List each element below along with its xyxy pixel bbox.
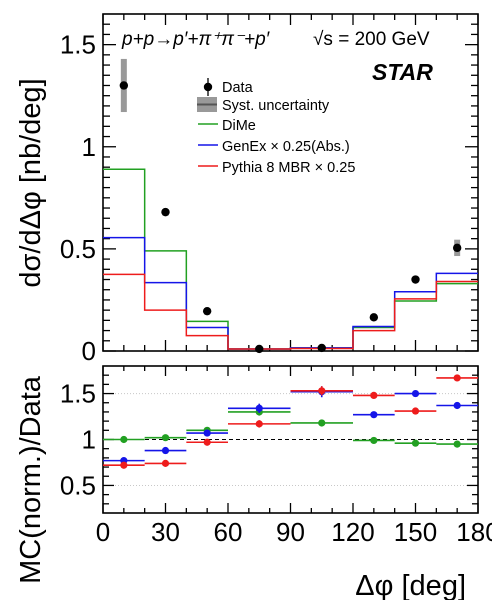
ratio-point-dime-marker: [318, 419, 326, 427]
x-tick-label: 60: [214, 517, 243, 547]
top-y-tick-label: 0.5: [60, 234, 96, 264]
data-point: [411, 275, 420, 284]
ratio-point-dime-marker: [411, 439, 420, 447]
ratio-point-genex: [228, 403, 291, 413]
ratio-y-tick-label: 1: [82, 425, 96, 455]
data-point: [452, 243, 462, 253]
ratio-point-pythia-marker: [411, 407, 420, 415]
histogram-genex: [103, 236, 478, 350]
ratio-point-genex-marker: [370, 411, 378, 419]
ratio-point-genex: [186, 429, 228, 437]
top-y-tick-label: 0: [82, 336, 96, 366]
ratio-panel: 0.511.5 0306090120150180 MC(norm.)/Data …: [15, 365, 492, 600]
ratio-point-dime: [290, 419, 353, 427]
ratio-y-tick-label: 1.5: [60, 379, 96, 409]
ratio-grid-lines: [103, 393, 478, 486]
x-tick-label: 180: [456, 517, 492, 547]
ratio-point-dime-marker: [161, 434, 170, 442]
x-tick-label: 120: [331, 517, 374, 547]
ratio-point-dime-marker: [120, 435, 128, 444]
energy-label: √s = 200 GeV: [313, 29, 430, 50]
top-panel: 00.511.5 dσ/dΔφ [nb/deg] p+p→p′+π⁺π⁻+p′ …: [15, 13, 479, 366]
top-histograms: [103, 168, 478, 350]
x-tick-label: 30: [151, 517, 180, 547]
x-tick-label: 0: [96, 517, 110, 547]
data-point: [119, 81, 129, 90]
ratio-point-dime-marker: [453, 440, 461, 448]
ratio-point-dime: [103, 435, 145, 444]
legend-label-data: Data: [222, 80, 254, 96]
ratio-point-pythia: [290, 386, 353, 396]
ratio-point-pythia: [186, 438, 228, 446]
data-point: [369, 313, 379, 322]
x-axis-title: Δφ [deg]: [355, 570, 466, 600]
ratio-point-genex: [394, 389, 437, 398]
ratio-point-pythia-marker: [255, 420, 263, 428]
ratio-point-dime: [144, 434, 187, 442]
ratio-point-pythia-marker: [318, 387, 326, 395]
ratio-point-genex: [353, 411, 395, 419]
legend-entry-pythia: Pythia 8 MBR × 0.25: [198, 160, 355, 176]
ratio-points: [103, 374, 478, 469]
legend-entry-syst: Syst. uncertainty: [197, 97, 330, 114]
data-point: [317, 343, 326, 353]
legend-label-dime: DiMe: [222, 118, 256, 134]
ratio-point-genex-marker: [255, 404, 263, 412]
ratio-point-genex-marker: [411, 389, 420, 398]
top-y-axis-title: dσ/dΔφ [nb/deg]: [15, 78, 47, 287]
ratio-point-genex: [436, 401, 478, 410]
ratio-point-dime: [394, 439, 437, 447]
x-tick-label: 90: [276, 517, 305, 547]
legend-entry-data: Data: [203, 78, 254, 96]
ratio-point-pythia: [103, 461, 145, 469]
ratio-tick-marks: [102, 366, 479, 513]
ratio-point-dime-marker: [370, 436, 378, 445]
legend-label-genex: GenEx × 0.25(Abs.): [222, 139, 350, 155]
ratio-point-pythia: [394, 407, 437, 415]
ratio-point-pythia-marker: [453, 374, 461, 382]
ratio-point-genex: [144, 446, 187, 455]
legend: Data Syst. uncertainty DiMe GenEx × 0.25…: [197, 78, 355, 176]
histogram-dime: [103, 168, 478, 350]
x-tick-labels: 0 30 60 90 120 150 180: [96, 517, 492, 547]
data-point: [202, 306, 212, 316]
ratio-y-axis-title: MC(norm.)/Data: [15, 375, 47, 584]
top-y-tick-labels: 0 0.5 1 1.5: [60, 30, 96, 366]
histogram-pythia: [103, 273, 478, 350]
legend-label-syst: Syst. uncertainty: [222, 98, 330, 114]
x-tick-label: 150: [394, 517, 437, 547]
legend-data-marker: [203, 82, 213, 92]
ratio-point-pythia-marker: [120, 461, 128, 469]
ratio-point-pythia: [353, 391, 395, 399]
ratio-point-genex-marker: [203, 429, 211, 437]
legend-label-pythia: Pythia 8 MBR × 0.25: [222, 160, 355, 176]
data-point: [161, 207, 170, 217]
top-y-tick-label: 1: [82, 132, 96, 162]
ratio-point-genex-marker: [453, 401, 461, 410]
process-label: p+p→p′+π⁺π⁻+p′: [121, 29, 271, 50]
ratio-point-pythia-marker: [161, 459, 170, 467]
experiment-label: STAR: [372, 59, 433, 85]
ratio-y-tick-labels: 0.5 1 1.5: [60, 379, 96, 501]
ratio-point-dime: [353, 436, 395, 445]
ratio-y-tick-label: 0.5: [60, 470, 96, 500]
ratio-point-genex-marker: [161, 446, 170, 455]
ratio-point-pythia: [436, 374, 478, 382]
ratio-point-pythia-marker: [370, 391, 378, 399]
ratio-point-dime: [436, 440, 478, 448]
ratio-point-pythia: [228, 420, 291, 428]
data-point: [255, 344, 264, 354]
top-y-tick-label: 1.5: [60, 30, 96, 60]
ratio-point-pythia: [144, 459, 187, 467]
legend-entry-dime: DiMe: [198, 118, 256, 134]
legend-entry-genex: GenEx × 0.25(Abs.): [198, 139, 350, 155]
ratio-point-pythia-marker: [203, 438, 211, 446]
top-data-points: [119, 58, 462, 354]
